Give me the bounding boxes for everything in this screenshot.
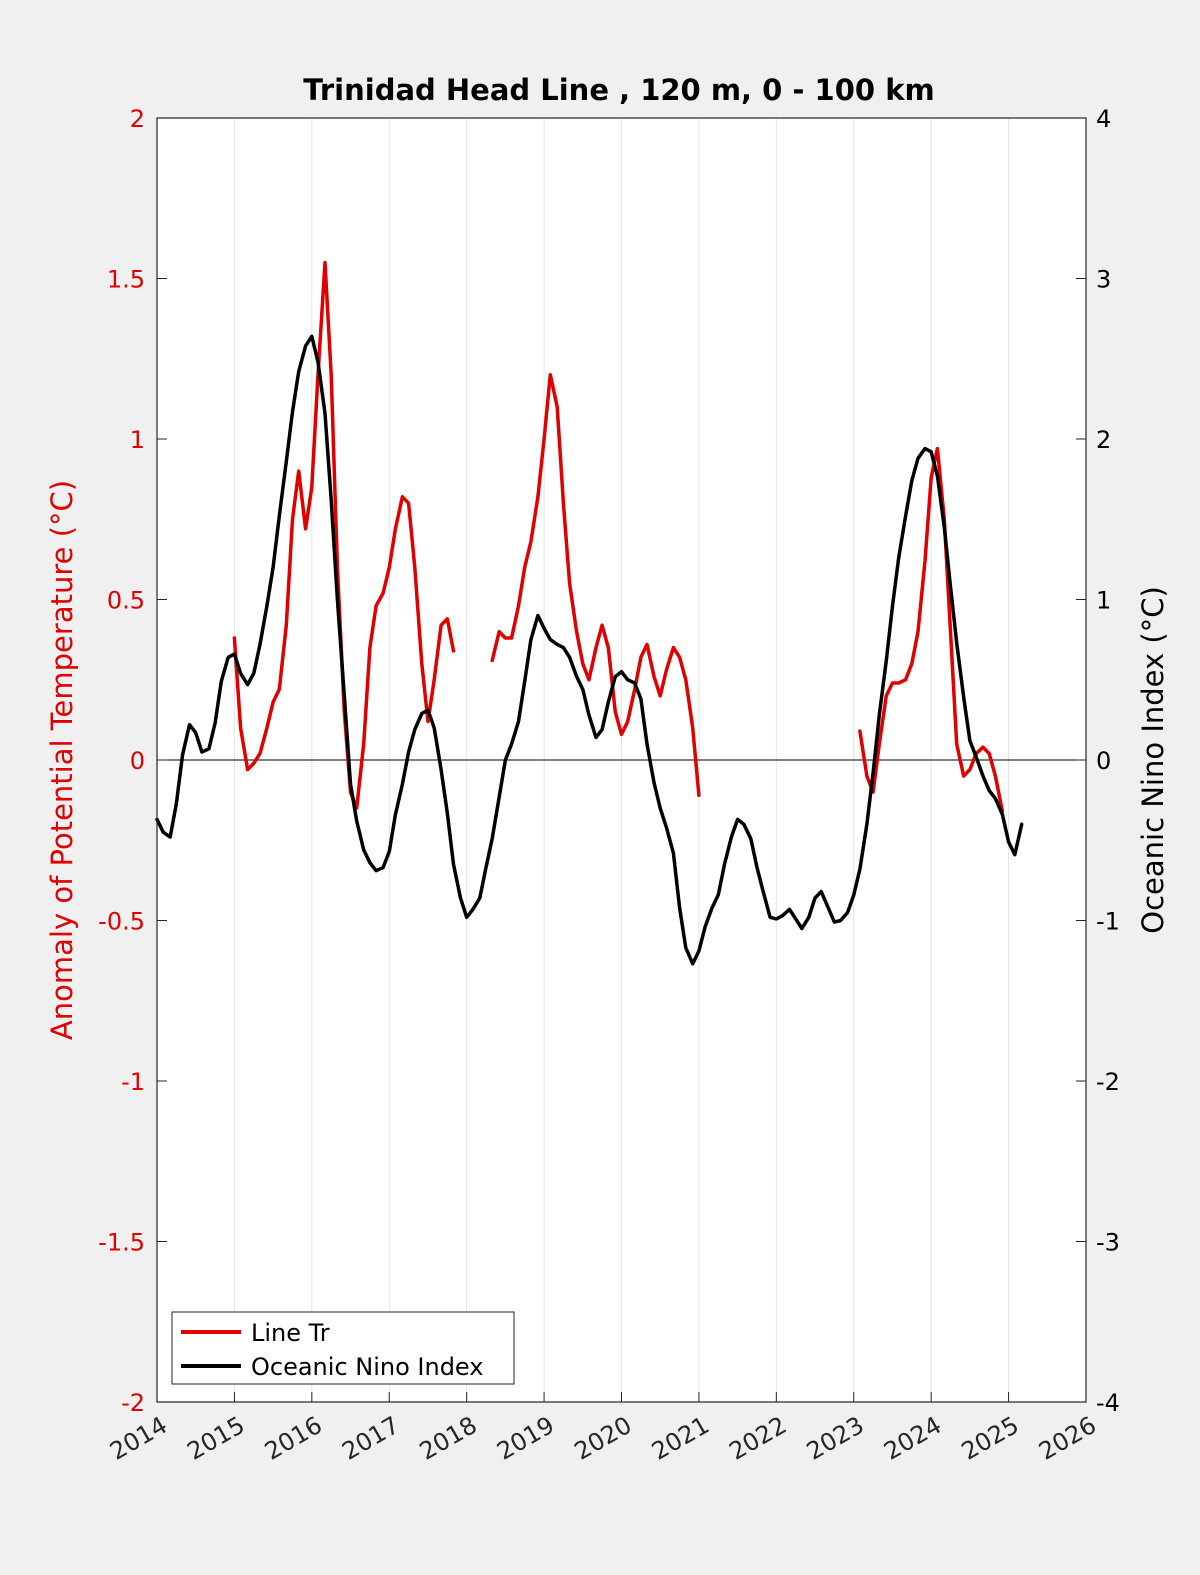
oni-series <box>155 334 1024 966</box>
left-tick-label: -2 <box>121 1389 145 1417</box>
legend-label-line-tr: Line Tr <box>251 1319 330 1347</box>
x-tick-label: 2018 <box>415 1411 482 1466</box>
right-tick-label: -3 <box>1096 1229 1120 1257</box>
line-tr-series <box>490 373 701 798</box>
x-tick-label: 2026 <box>1034 1411 1101 1466</box>
right-tick-label: 1 <box>1096 587 1111 615</box>
legend: Line Tr Oceanic Nino Index <box>171 1311 515 1385</box>
legend-box <box>171 1311 515 1385</box>
left-tick-label: 1.5 <box>107 266 145 294</box>
right-tick-label: 2 <box>1096 426 1111 454</box>
x-tick-label: 2019 <box>492 1411 559 1466</box>
left-axis-label: Anomaly of Potential Temperature (°C) <box>45 480 79 1040</box>
right-tick-label: -1 <box>1096 908 1120 936</box>
x-axis: 2014 2015 2016 2017 2018 2019 2020 2021 2022 2023… <box>105 1392 1101 1466</box>
x-tick-label: 2015 <box>183 1411 250 1466</box>
right-axis: 4 3 2 1 0 -1 -2 -3 -4 <box>1076 105 1120 1417</box>
left-tick-label: 1 <box>130 426 145 454</box>
right-axis-label: Oceanic Nino Index (°C) <box>1136 586 1170 934</box>
x-tick-label: 2022 <box>724 1411 791 1466</box>
x-tick-label: 2017 <box>337 1411 404 1466</box>
line-tr-series <box>858 446 1005 814</box>
left-tick-label: 0.5 <box>107 587 145 615</box>
x-tick-label: 2023 <box>802 1411 869 1466</box>
right-tick-label: 4 <box>1096 105 1111 133</box>
x-tick-label: 2020 <box>570 1411 637 1466</box>
x-tick-label: 2021 <box>647 1411 714 1466</box>
right-tick-label: -2 <box>1096 1068 1120 1096</box>
legend-label-oni: Oceanic Nino Index <box>251 1353 483 1381</box>
right-tick-label: 3 <box>1096 266 1111 294</box>
chart-title: Trinidad Head Line , 120 m, 0 - 100 km <box>303 73 934 107</box>
x-tick-label: 2025 <box>957 1411 1024 1466</box>
left-tick-label: -0.5 <box>98 908 145 936</box>
x-tick-label: 2016 <box>260 1411 327 1466</box>
series-lines <box>155 260 1024 966</box>
right-tick-label: -4 <box>1096 1389 1120 1417</box>
left-tick-label: -1 <box>121 1068 145 1096</box>
right-tick-label: 0 <box>1096 747 1111 775</box>
x-tick-label: 2024 <box>879 1411 946 1466</box>
x-tick-label: 2014 <box>105 1411 172 1466</box>
left-tick-label: -1.5 <box>98 1229 145 1257</box>
left-tick-label: 0 <box>130 747 145 775</box>
left-tick-label: 2 <box>130 105 145 133</box>
left-axis: 2 1.5 1 0.5 0 -0.5 -1 -1.5 -2 <box>98 105 167 1417</box>
